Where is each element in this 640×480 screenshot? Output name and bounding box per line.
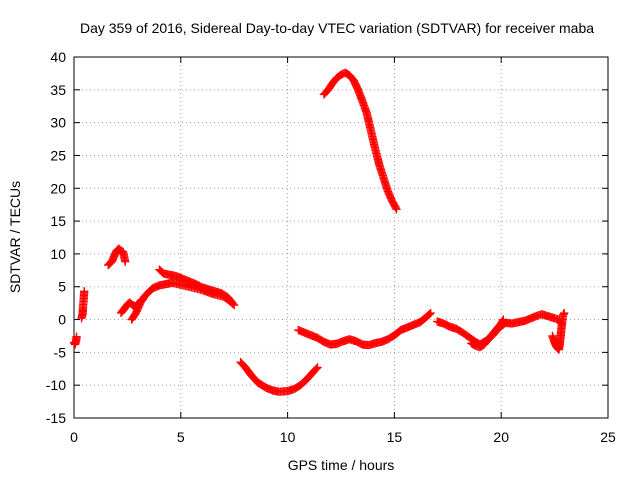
- series-seg7: [236, 358, 322, 396]
- y-tick-label: 20: [50, 180, 66, 196]
- data-point: [498, 316, 507, 326]
- data-point: [72, 332, 81, 341]
- data-point: [560, 308, 569, 318]
- data-point: [425, 309, 434, 319]
- series-seg9: [294, 308, 435, 350]
- x-tick-label: 0: [70, 429, 78, 445]
- y-tick-label: -15: [46, 410, 66, 426]
- x-tick-label: 20: [493, 429, 509, 445]
- y-tick-label: 25: [50, 147, 66, 163]
- grid: [74, 57, 608, 418]
- y-tick-label: 30: [50, 115, 66, 131]
- x-tick-label: 15: [387, 429, 403, 445]
- y-tick-label: -10: [46, 377, 66, 393]
- data-point: [312, 364, 321, 373]
- series-seg8: [319, 68, 401, 214]
- data-point: [499, 315, 508, 324]
- series-seg5: [127, 278, 239, 324]
- data-point: [227, 297, 236, 306]
- series-seg1: [69, 332, 81, 349]
- y-tick-label: 10: [50, 246, 66, 262]
- y-tick-label: 0: [58, 312, 66, 328]
- y-tick-label: 40: [50, 49, 66, 65]
- y-tick-label: -5: [54, 344, 67, 360]
- data-point: [392, 205, 401, 214]
- data-point: [227, 298, 237, 307]
- data-point: [121, 257, 130, 266]
- chart-title: Day 359 of 2016, Sidereal Day-to-day VTE…: [80, 20, 594, 36]
- data-point: [426, 308, 435, 318]
- x-tick-label: 25: [600, 429, 616, 445]
- x-axis: 0 5 10 15 20 25: [70, 57, 616, 445]
- data-point: [80, 287, 89, 296]
- series-seg11: [467, 315, 508, 352]
- series-seg12: [548, 308, 569, 354]
- x-axis-label: GPS time / hours: [288, 457, 395, 473]
- plot-frame: [73, 56, 609, 419]
- y-tick-label: 15: [50, 213, 66, 229]
- y-axis-label: SDTVAR / TECUs: [7, 181, 23, 293]
- x-tick-label: 10: [280, 429, 296, 445]
- y-tick-label: 5: [58, 279, 66, 295]
- y-tick-label: 35: [50, 82, 66, 98]
- data-series: [69, 68, 569, 396]
- y-axis: -15 -10 -5 0 5 10 15 20 25 30 35 40: [46, 49, 608, 426]
- x-tick-label: 5: [177, 429, 185, 445]
- data-point: [313, 363, 322, 372]
- data-point: [391, 203, 400, 213]
- series-seg6: [155, 265, 237, 307]
- series-seg3: [104, 244, 130, 270]
- series-seg2: [77, 287, 89, 323]
